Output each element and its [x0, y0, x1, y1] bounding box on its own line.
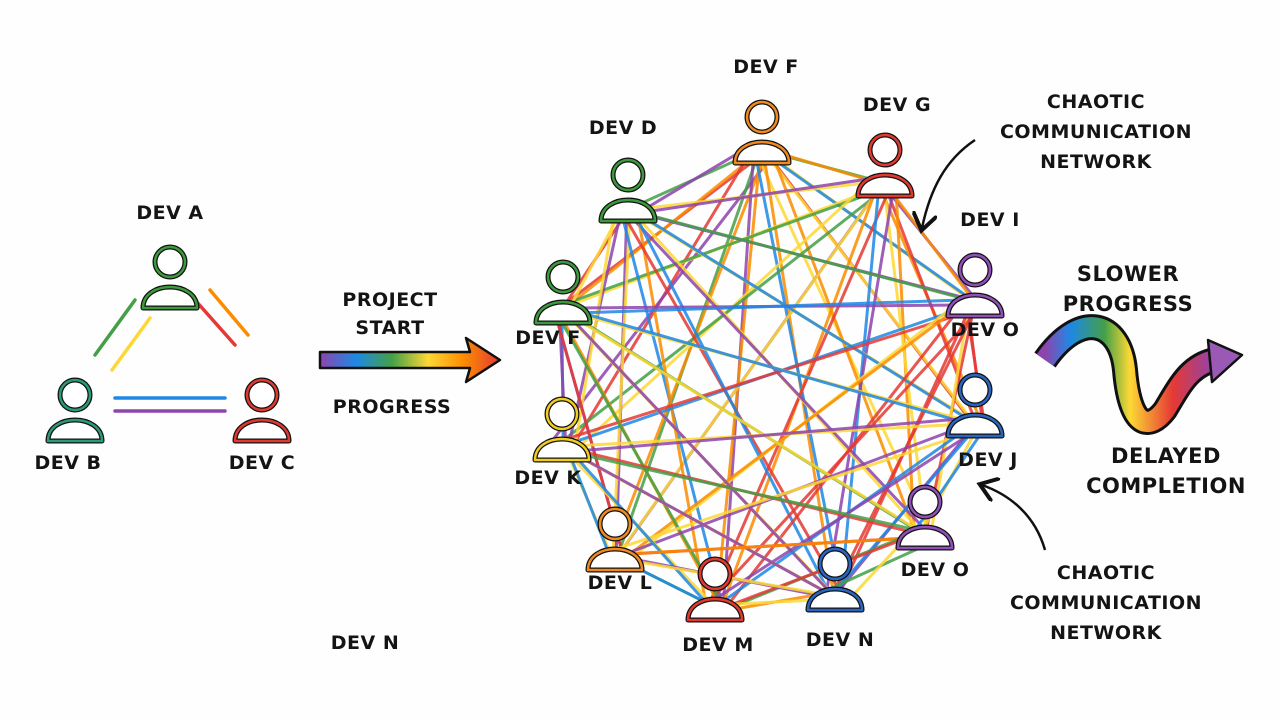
communication-edge: [632, 209, 971, 302]
communication-edge: [611, 207, 632, 558]
network-node-dev-d-label: DEV D: [588, 117, 658, 139]
annotation-arrow-top: [922, 138, 976, 228]
node-label-dev-j: DEV J: [958, 449, 1018, 471]
small-team-node-dev-c-label: DEV C: [228, 452, 296, 474]
communication-edge: [631, 208, 832, 597]
communication-edge: [193, 298, 237, 347]
network-node-dev-o-label: DEV O: [900, 559, 970, 581]
communication-edge: [562, 308, 836, 599]
communication-edge: [714, 147, 763, 610]
communication-edge: [566, 448, 611, 556]
chaotic-network-annotation-bottom: CHAOTIC COMMUNICATION NETWORK: [1009, 562, 1203, 644]
communication-edge: [208, 288, 250, 337]
communication-edge: [565, 204, 626, 314]
communication-edge: [882, 180, 928, 538]
small-team-node-dev-c-icon: [232, 377, 292, 444]
network-node-dev-f-icon: [533, 259, 593, 326]
small-team-node-dev-a-icon: [140, 244, 200, 311]
small-team-node-dev-b-icon: [45, 377, 105, 444]
communication-edge: [569, 416, 968, 454]
communication-edge: [882, 181, 978, 305]
communication-edge: [93, 298, 137, 357]
network-node-dev-o-icon: [945, 372, 1005, 439]
communication-edge: [569, 450, 708, 604]
project-start-label: PROJECT START: [342, 289, 438, 339]
network-node-dev-g-label: DEV G: [862, 94, 932, 116]
communication-edge: [550, 302, 728, 615]
network-node-dev-m-label: DEV M: [682, 634, 754, 656]
network-node-dev-o-icon: [895, 484, 955, 551]
slower-progress-wavy-arrow: [1034, 314, 1244, 435]
annotation-arrow-bottom: [982, 485, 1047, 551]
communication-edge: [572, 200, 618, 455]
communication-edge: [571, 451, 916, 531]
communication-edge: [636, 143, 754, 215]
delayed-completion-label: DELAYED COMPLETION: [1086, 444, 1246, 498]
communication-edge: [567, 298, 971, 315]
slower-progress-label: SLOWER PROGRESS: [1062, 262, 1194, 316]
stray-label-dev-n: DEV N: [330, 632, 400, 654]
network-node-dev-f-label: DEV F: [515, 327, 581, 349]
network-node-dev-f-label: DEV F: [733, 56, 799, 78]
communication-edge: [830, 423, 980, 597]
network-node-dev-i-label: DEV I: [960, 209, 1020, 231]
communication-edge: [549, 153, 775, 444]
network-node-dev-d-icon: [598, 157, 658, 224]
progress-arrow: [318, 336, 502, 384]
communication-edge: [619, 298, 971, 562]
communication-edge: [110, 316, 152, 372]
network-node-dev-l-icon: [585, 506, 645, 573]
network-node-dev-n-icon: [805, 546, 865, 613]
network-node-dev-f-icon: [732, 99, 792, 166]
communication-edge: [755, 145, 982, 308]
network-node-dev-k-icon: [532, 396, 592, 463]
network-node-dev-k-label: DEV K: [514, 467, 582, 489]
progress-label: PROGRESS: [332, 396, 452, 418]
network-node-dev-l-label: DEV L: [587, 572, 653, 594]
communication-edge: [636, 176, 877, 215]
communication-edge: [559, 445, 838, 599]
communication-edge: [630, 208, 973, 423]
communication-edge: [552, 305, 985, 445]
network-node-dev-i-icon: [945, 252, 1005, 319]
network-node-dev-g-icon: [855, 132, 915, 199]
chaotic-network-annotation-top: CHAOTIC COMMUNICATION NETWORK: [999, 91, 1193, 173]
communication-edge: [555, 184, 893, 309]
small-team-node-dev-b-label: DEV B: [34, 452, 102, 474]
small-team-node-dev-a-label: DEV A: [136, 202, 204, 224]
communication-edge: [604, 426, 986, 554]
network-node-dev-m-icon: [685, 556, 745, 623]
small-team-edges: [93, 288, 250, 413]
communication-edge: [549, 302, 989, 431]
network-node-dev-n-label: DEV N: [805, 629, 875, 651]
communication-edge: [609, 535, 931, 557]
network-edges: [549, 143, 989, 615]
network-node-dev-o-label: DEV O: [950, 319, 1020, 341]
